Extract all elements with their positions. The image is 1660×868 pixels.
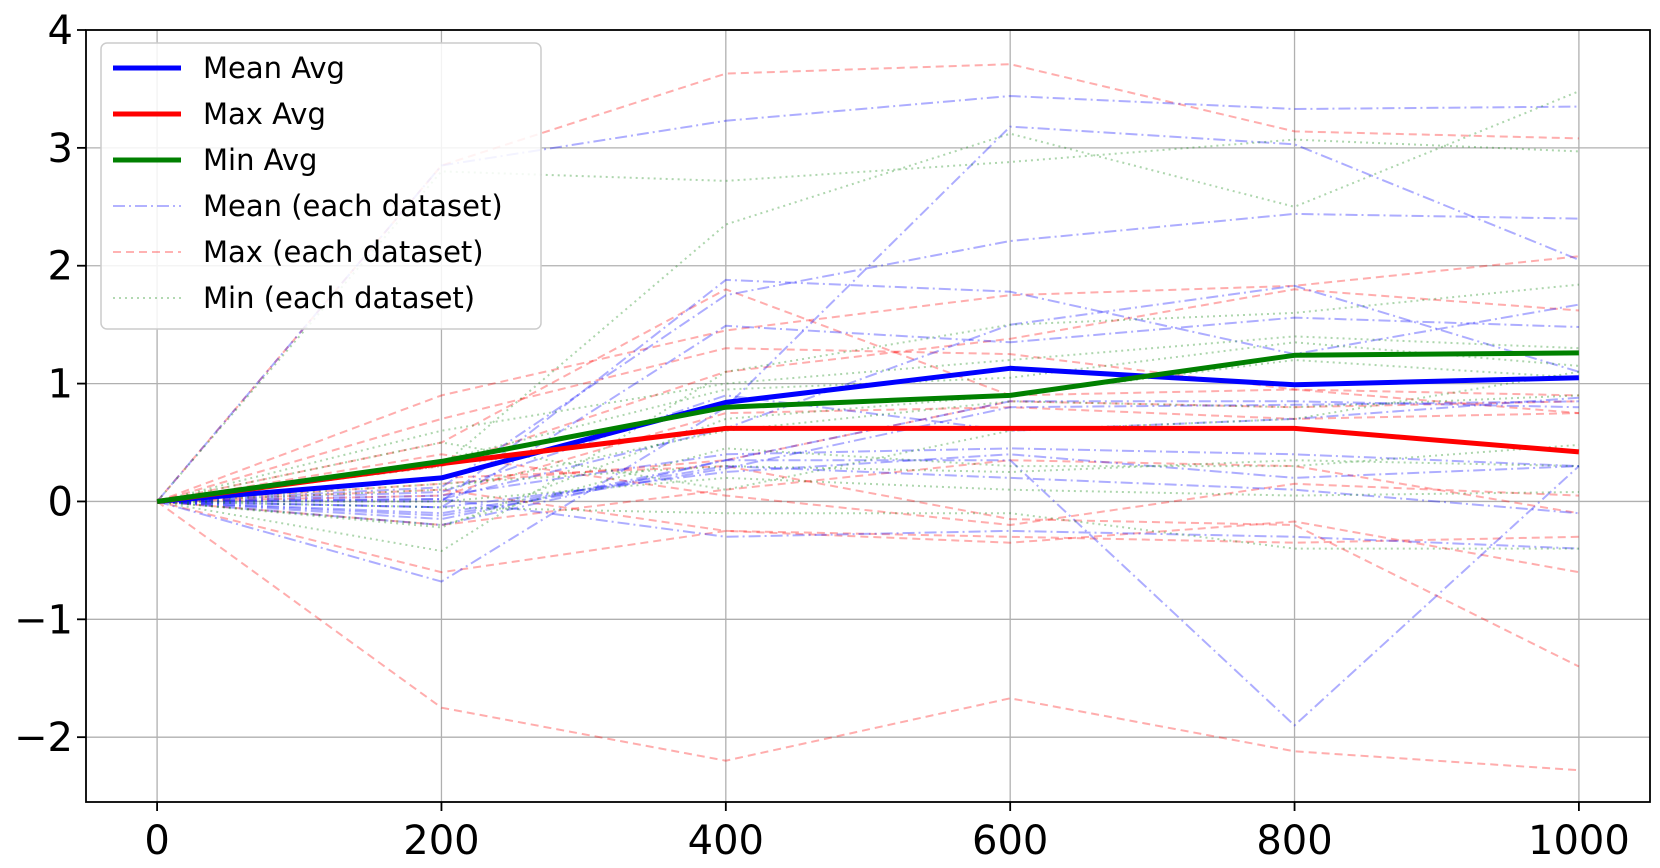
- y-tick-label: 2: [48, 244, 73, 290]
- max-dataset-line: [156, 288, 1579, 503]
- mean-dataset-line: [156, 125, 1580, 583]
- y-tick-label: 3: [48, 126, 73, 172]
- max-dataset-line: [156, 500, 1580, 574]
- max-dataset-line: [156, 500, 1579, 772]
- mean-dataset-line: [157, 212, 1579, 503]
- min-dataset-line: [156, 283, 1579, 553]
- mean-dataset-line: [157, 459, 1580, 727]
- mean-dataset-line: [157, 400, 1579, 517]
- legend-label-min-avg: Min Avg: [203, 143, 317, 177]
- mean-dataset-line: [157, 284, 1580, 503]
- legend-box: [100, 42, 542, 330]
- average-series: [156, 350, 1580, 504]
- y-axis-ticks: −2 −1 0 1 2 3 4: [14, 8, 86, 761]
- min-avg-line: [156, 350, 1579, 504]
- legend-label-min-each: Min (each dataset): [203, 281, 475, 315]
- mean-dataset-line: [157, 316, 1579, 509]
- x-axis-ticks: 0 200 400 600 800 1000: [144, 802, 1630, 864]
- plot-frame: [85, 29, 1651, 803]
- legend: Mean Avg Max Avg Min Avg Mean (each data…: [100, 42, 542, 330]
- max-dataset-line: [156, 453, 1579, 527]
- legend-label-mean-avg: Mean Avg: [203, 51, 345, 85]
- min-dataset-line: [157, 358, 1579, 529]
- y-tick-label: 4: [48, 8, 73, 54]
- x-tick-label: 1000: [1528, 818, 1630, 864]
- y-tick-label: 1: [48, 362, 73, 408]
- legend-label-mean-each: Mean (each dataset): [203, 189, 503, 223]
- legend-label-max-each: Max (each dataset): [203, 235, 484, 269]
- mean-dataset-line: [157, 400, 1579, 527]
- max-dataset-line: [156, 347, 1579, 503]
- y-tick-label: 0: [48, 479, 73, 525]
- mean-dataset-line: [157, 447, 1579, 503]
- mean-dataset-line: [157, 278, 1580, 503]
- mean-dataset-line: [157, 498, 1579, 550]
- mean-avg-line: [156, 365, 1579, 504]
- min-dataset-line: [156, 90, 1580, 503]
- x-tick-label: 400: [688, 818, 764, 864]
- y-tick-label: −1: [14, 597, 73, 643]
- max-dataset-line: [157, 406, 1579, 503]
- mean-dataset-line: [156, 94, 1579, 503]
- max-dataset-line: [157, 488, 1579, 544]
- x-tick-label: 600: [972, 818, 1048, 864]
- x-tick-label: 800: [1256, 818, 1332, 864]
- mean-dataset-line: [157, 465, 1579, 515]
- max-dataset-line: [156, 255, 1580, 503]
- legend-label-max-avg: Max Avg: [203, 97, 326, 131]
- max-dataset-line: [157, 459, 1580, 527]
- min-dataset-line: [156, 335, 1579, 503]
- mean-dataset-line: [157, 394, 1579, 503]
- min-dataset-line: [156, 370, 1580, 503]
- mean-dataset-line: [157, 453, 1579, 509]
- x-tick-label: 0: [144, 818, 169, 864]
- x-tick-label: 200: [403, 818, 479, 864]
- y-tick-label: −2: [14, 715, 73, 761]
